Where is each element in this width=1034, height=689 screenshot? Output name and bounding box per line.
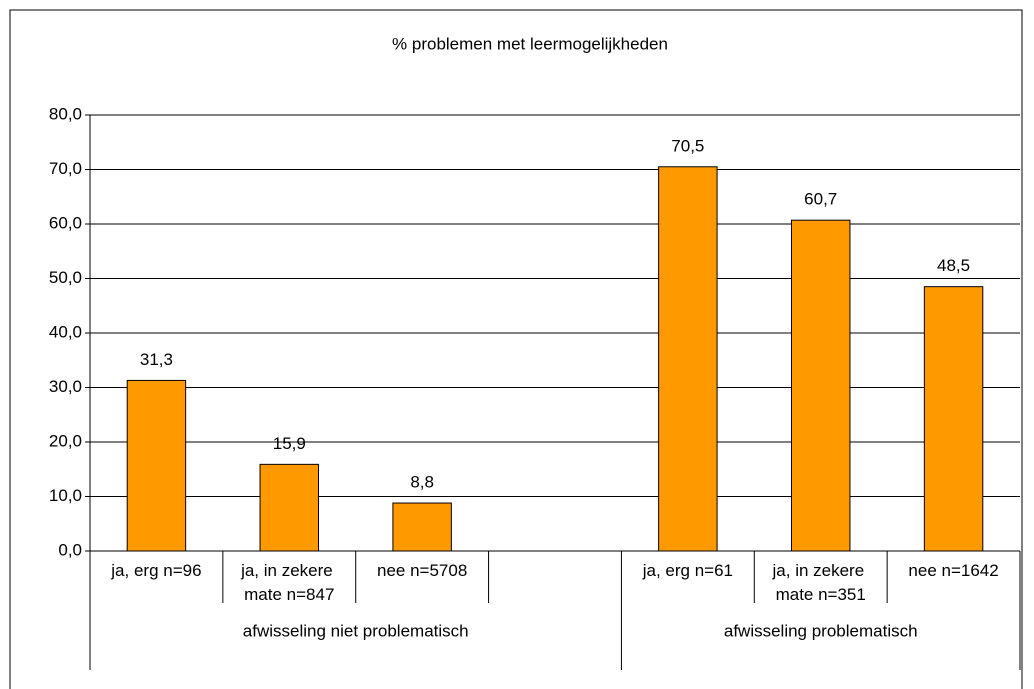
y-tick-label: 0,0 <box>58 540 82 559</box>
value-label: 8,8 <box>410 473 434 492</box>
x-tick-label: ja, erg n=61 <box>642 561 733 580</box>
bar <box>126 379 187 552</box>
value-label: 70,5 <box>671 136 704 155</box>
chart-frame <box>9 9 1023 689</box>
value-label: 60,7 <box>804 190 837 209</box>
y-tick-label: 60,0 <box>49 213 82 232</box>
group-label: afwisseling niet problematisch <box>243 621 469 640</box>
x-tick-label: nee n=5708 <box>377 561 467 580</box>
y-tick-label: 80,0 <box>49 104 82 123</box>
y-tick-label: 30,0 <box>49 377 82 396</box>
group-label: afwisseling problematisch <box>724 621 918 640</box>
x-tick-label: nee n=1642 <box>908 561 998 580</box>
value-label: 48,5 <box>937 256 970 275</box>
chart-title: % problemen met leermogelijkheden <box>392 34 668 53</box>
y-tick-label: 50,0 <box>49 268 82 287</box>
x-tick-label: ja, erg n=96 <box>110 561 201 580</box>
y-tick-label: 40,0 <box>49 322 82 341</box>
bar <box>259 463 320 552</box>
x-tick-label: ja, in zekere mate n=351 <box>772 561 869 604</box>
value-label: 15,9 <box>273 434 306 453</box>
y-tick-label: 70,0 <box>49 159 82 178</box>
bar <box>790 219 851 552</box>
bar <box>923 286 984 552</box>
value-label: 31,3 <box>140 350 173 369</box>
y-tick-label: 20,0 <box>49 431 82 450</box>
y-tick-label: 10,0 <box>49 486 82 505</box>
bar <box>392 502 452 552</box>
x-tick-label: ja, in zekere mate n=847 <box>240 561 337 604</box>
bar <box>658 166 718 552</box>
